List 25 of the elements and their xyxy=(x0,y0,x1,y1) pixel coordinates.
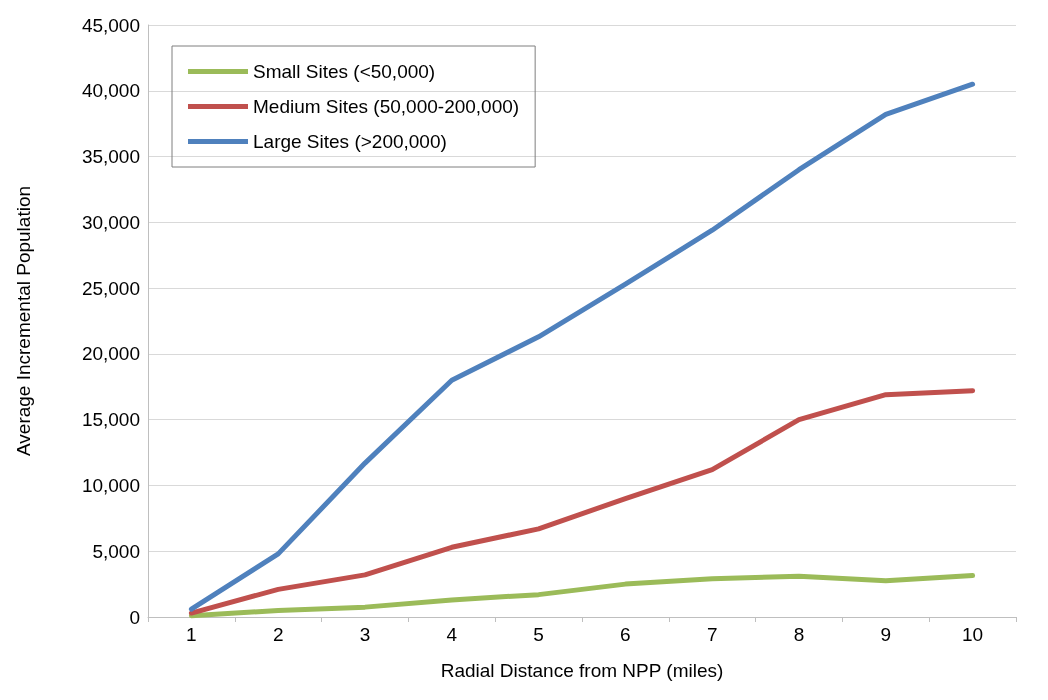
legend-label: Small Sites (<50,000) xyxy=(253,61,436,82)
x-axis-title: Radial Distance from NPP (miles) xyxy=(440,660,724,681)
y-tick-label: 0 xyxy=(129,606,140,628)
x-tick-label: 6 xyxy=(620,624,631,645)
x-tick-label: 8 xyxy=(793,624,805,645)
legend-label: Medium Sites (50,000-200,000) xyxy=(253,96,520,117)
x-tick-label: 7 xyxy=(706,624,718,645)
x-tick-label: 3 xyxy=(359,624,371,645)
x-tick-label: 5 xyxy=(533,624,544,645)
y-tick-label: 30,000 xyxy=(81,211,140,233)
y-tick-label: 5,000 xyxy=(92,540,140,562)
y-tick-label: 10,000 xyxy=(81,474,140,496)
y-tick-label: 40,000 xyxy=(81,80,140,102)
x-tick-label: 4 xyxy=(446,624,458,645)
y-axis-title: Average Incremental Population xyxy=(13,185,34,457)
y-tick-label: 20,000 xyxy=(81,343,140,365)
y-tick-label: 35,000 xyxy=(81,146,140,168)
y-tick-label: 25,000 xyxy=(81,277,140,299)
x-tick-label: 2 xyxy=(272,624,284,645)
y-tick-label: 45,000 xyxy=(81,14,140,36)
legend-label: Large Sites (>200,000) xyxy=(253,131,447,152)
x-tick-label: 1 xyxy=(186,624,197,645)
x-tick-label: 9 xyxy=(880,624,892,645)
x-tick-label: 10 xyxy=(962,624,984,645)
y-tick-label: 15,000 xyxy=(81,409,140,431)
